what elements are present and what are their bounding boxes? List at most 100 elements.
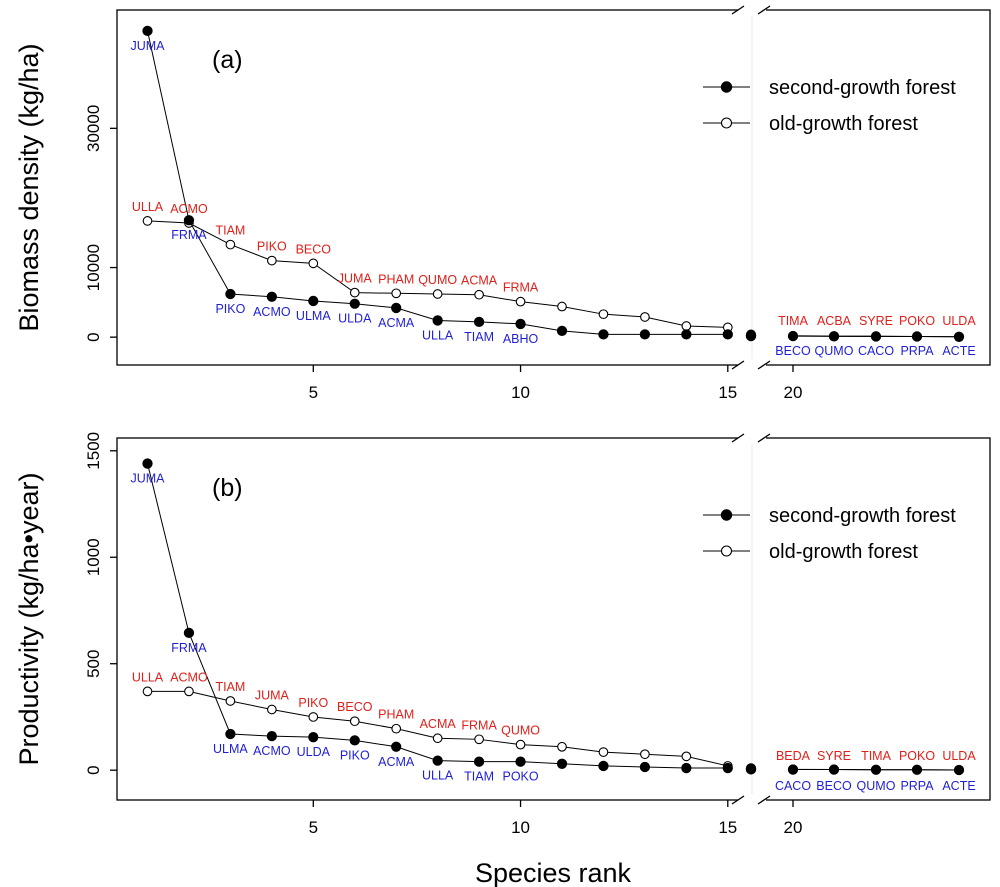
y-tick-label: 30000 — [84, 105, 103, 152]
second-growth-point — [556, 758, 568, 769]
species-label: TIAM — [215, 224, 245, 238]
plot-frame — [116, 9, 991, 366]
x-tick-label: 5 — [309, 818, 318, 837]
species-label: ULLA — [132, 670, 164, 684]
second-growth-point — [870, 331, 882, 342]
species-label: JUMA — [130, 39, 165, 53]
species-label: PHAM — [378, 708, 414, 722]
panel-label: (a) — [212, 46, 243, 74]
legend-label-second-growth: second-growth forest — [769, 505, 956, 527]
species-label: ACMO — [253, 744, 291, 758]
species-label: ACMA — [378, 316, 415, 330]
second-growth-point — [787, 764, 799, 775]
old-growth-point — [515, 739, 526, 750]
second-growth-point — [266, 730, 277, 742]
species-label: ACBA — [817, 314, 852, 328]
x-tick-label: 10 — [511, 818, 530, 837]
x-axis-label: Species rank — [475, 858, 632, 887]
x-tick-label: 5 — [309, 383, 318, 402]
second-growth-point — [142, 458, 153, 469]
panel-b: 0 500 1000 1500 5 10 15 20 Productivity (kg/ha•y… — [14, 432, 991, 837]
second-growth-point — [681, 762, 692, 774]
species-label: QUMO — [501, 724, 540, 738]
second-growth-point — [828, 331, 840, 342]
old-growth-point — [349, 716, 360, 727]
old-growth-point — [598, 309, 609, 320]
axis-break-mark — [731, 795, 745, 805]
axis-break-gap — [738, 794, 766, 806]
species-label: CACO — [858, 344, 894, 358]
y-tick-label: 500 — [84, 650, 103, 678]
second-growth-point — [266, 291, 277, 302]
species-label: ACMA — [378, 755, 415, 769]
species-label: QUMO — [857, 779, 896, 793]
second-growth-point — [598, 329, 609, 340]
species-label: TIAM — [215, 680, 245, 694]
species-label: ACMA — [461, 274, 498, 288]
y-tick-label: 1000 — [84, 538, 103, 576]
species-label: ULDA — [942, 749, 976, 763]
second-growth-point — [556, 325, 568, 337]
axis-break-mark — [731, 5, 745, 15]
species-label: ACTE — [942, 344, 975, 358]
species-label: CACO — [775, 779, 811, 793]
old-growth-point — [267, 704, 277, 715]
species-label: ULMA — [296, 309, 331, 323]
old-growth-point — [142, 216, 153, 226]
second-growth-point — [911, 764, 923, 775]
x-tick-label: 15 — [718, 383, 737, 402]
panel-label: (b) — [212, 474, 243, 502]
species-label: BEDA — [776, 749, 811, 763]
species-label: POKO — [899, 749, 935, 763]
species-label: BECO — [337, 700, 373, 714]
species-label: SYRE — [859, 314, 893, 328]
second-growth-point — [142, 25, 153, 37]
second-growth-point — [515, 318, 526, 330]
second-growth-point — [391, 741, 402, 752]
axis-break-mark — [757, 5, 771, 15]
x-tick-label: 15 — [718, 818, 737, 837]
second-growth-point — [745, 764, 757, 775]
axis-break-mark — [731, 433, 745, 443]
axis-break-mark — [757, 433, 771, 443]
old-growth-point — [557, 301, 567, 312]
second-growth-point — [349, 735, 360, 746]
legend-label-old-growth: old-growth forest — [769, 541, 918, 563]
species-label: QUMO — [418, 273, 457, 287]
y-axis-label: Biomass density (kg/ha) — [14, 43, 44, 331]
y-axis-label: Productivity (kg/ha•year) — [14, 472, 44, 765]
second-growth-point — [722, 762, 733, 774]
legend-marker-second-growth — [720, 509, 733, 521]
species-label: ACTE — [942, 779, 975, 793]
second-growth-point — [432, 315, 443, 326]
species-label: TIAM — [464, 770, 494, 784]
axis-break-mark — [757, 360, 771, 370]
old-growth-point — [474, 734, 484, 745]
second-growth-point — [183, 215, 195, 226]
second-growth-point — [183, 627, 195, 638]
old-growth-point — [225, 696, 236, 706]
species-label: QUMO — [815, 344, 854, 358]
old-growth-point — [225, 239, 236, 250]
species-label: JUMA — [338, 272, 373, 286]
second-growth-point — [308, 295, 319, 307]
old-growth-point — [557, 741, 567, 752]
species-label: ACMO — [170, 670, 208, 684]
old-growth-point — [598, 747, 609, 757]
species-label: ACMO — [170, 202, 208, 216]
legend-marker-second-growth — [720, 81, 733, 93]
second-growth-point — [911, 331, 923, 342]
second-growth-line — [147, 30, 728, 335]
old-growth-point — [308, 712, 319, 722]
second-growth-point — [391, 302, 402, 314]
species-label: POKO — [502, 770, 538, 784]
old-growth-point — [640, 749, 650, 760]
second-growth-point — [745, 330, 757, 342]
species-label: POKO — [899, 314, 935, 328]
second-growth-point — [515, 756, 526, 767]
y-tick-label: 0 — [84, 765, 103, 774]
y-tick-label: 10000 — [84, 244, 103, 291]
axis-break-gap — [738, 432, 766, 444]
old-growth-point — [474, 289, 484, 300]
